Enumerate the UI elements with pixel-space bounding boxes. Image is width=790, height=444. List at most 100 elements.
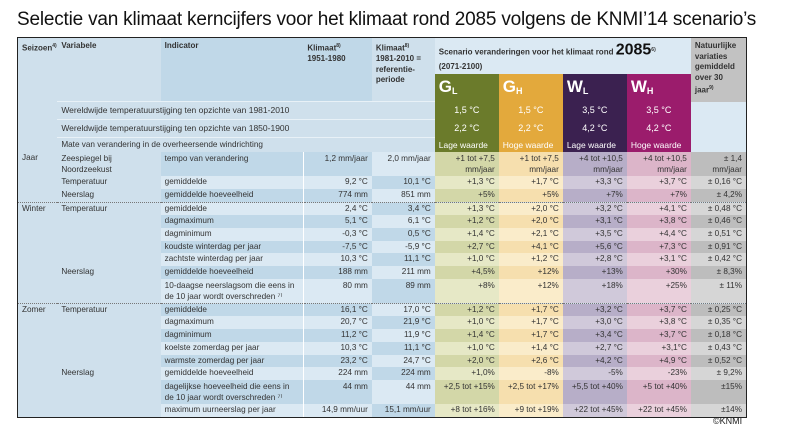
cell-wl: +22 tot +45% (562, 404, 627, 417)
cell-wl: +4,2 °C (562, 354, 627, 368)
cell-wh: +4,4 °C (626, 227, 691, 241)
cell-wh: +3,1°C (626, 341, 691, 355)
cell-indicator: gemiddelde (160, 201, 304, 216)
cell-indicator: gemiddelde hoeveelheid (160, 266, 304, 279)
cell-k2: 224 mm (371, 367, 435, 380)
cell-gh: +2,1 °C (498, 227, 563, 241)
cell-gl: +1,0 °C (434, 253, 499, 267)
cell-nat: ± 0,91 °C (690, 240, 746, 254)
global-value-gh: 2,2 °C (498, 119, 563, 138)
global-row: Wereldwijde temperatuurstijging ten opzi… (18, 119, 746, 138)
cell-variable (57, 316, 161, 330)
cell-nat: ± 0,43 °C (690, 341, 746, 355)
cell-indicator: dagmaximum (160, 316, 304, 330)
cell-k2: 15,1 mm/uur (371, 404, 435, 417)
cell-season (18, 367, 58, 380)
cell-gh: +9 tot +19% (498, 404, 563, 417)
cell-k1: 2,4 °C (303, 201, 372, 216)
cell-wl: +3,3 °C (562, 176, 627, 189)
cell-k2: 0,5 °C (371, 227, 435, 241)
cell-gl: +2,5 tot +15% (434, 380, 499, 404)
cell-wh: +4 tot +10,5 mm/jaar (626, 152, 691, 177)
cell-gh: +2,5 tot +17% (498, 380, 563, 404)
cell-k1: 80 mm (303, 278, 372, 304)
scenario-period: (2071-2100) (438, 61, 483, 71)
cell-season (18, 188, 58, 203)
cell-variable: Neerslag (57, 367, 161, 380)
cell-gl: +1,2 °C (434, 215, 499, 228)
cell-k2: 2,0 mm/jaar (371, 152, 435, 177)
cell-gl: +4,5% (434, 266, 499, 279)
cell-nat: ± 0,35 °C (690, 316, 746, 330)
cell-wh: +25% (626, 278, 691, 304)
cell-season: Winter (18, 201, 58, 216)
table-row: koelste zomerdag per jaar 10,3 °C 11,1 °C +… (18, 341, 746, 355)
global-value-gl: 2,2 °C (434, 119, 499, 138)
cell-k1: -0,3 °C (303, 227, 372, 241)
header-klimaat-1951: Klimaat8) 1951-1980 (303, 38, 372, 102)
cell-indicator: dagmaximum (160, 215, 304, 228)
header-klimaat-1981: Klimaat8) 1981-2010 = referentie-periode (371, 38, 435, 102)
scenario-gh: GH (498, 73, 563, 102)
page-title: Selectie van klimaat kerncijfers voor he… (17, 9, 757, 30)
cell-variable: Temperatuur (57, 201, 161, 216)
table-row: Neerslag gemiddelde hoeveelheid 774 mm 851 … (18, 188, 746, 203)
global-row-label: Wereldwijde temperatuurstijging ten opzi… (57, 101, 435, 120)
scenario-gl: GL (434, 73, 499, 102)
cell-variable (57, 380, 161, 404)
cell-gh: +12% (498, 266, 563, 279)
global-value-wh: Hoge waarde (626, 137, 691, 153)
cell-k1: 10,3 °C (303, 341, 372, 355)
climate-table: Seizoen4) Variabele Indicator Klimaat8) 1… (17, 37, 747, 418)
cell-variable: Neerslag (57, 188, 161, 203)
cell-season (18, 341, 58, 355)
cell-season (18, 329, 58, 342)
cell-gh: +5% (498, 188, 563, 203)
cell-gh: +2,6 °C (498, 354, 563, 368)
cell-gh: +12% (498, 278, 563, 304)
global-value-gh: Hoge waarde (498, 137, 563, 153)
table-row: dagelijkse hoeveelheid die eens in de 10… (18, 380, 746, 404)
cell-nat: ± 0,48 °C (690, 201, 746, 216)
table-row: zachtste winterdag per jaar 10,3 °C 11,1 °… (18, 253, 746, 267)
header-scenario: Scenario veranderingen voor het klimaat … (434, 38, 691, 74)
cell-wl: +5,6 °C (562, 240, 627, 254)
cell-season: Jaar (18, 152, 58, 177)
cell-wl: +5,5 tot +40% (562, 380, 627, 404)
cell-nat: ± 0,18 °C (690, 329, 746, 342)
cell-season (18, 215, 58, 228)
global-row: Wereldwijde temperatuurstijging ten opzi… (18, 101, 746, 120)
cell-variable (57, 240, 161, 254)
table-row: Jaar Zeespiegel bij Noordzeekust tempo van… (18, 152, 746, 177)
cell-variable (57, 341, 161, 355)
cell-wl: +3,2 °C (562, 201, 627, 216)
cell-variable (57, 329, 161, 342)
cell-wh: +7% (626, 188, 691, 203)
global-value-gl: Lage waarde (434, 137, 499, 153)
global-row: Mate van verandering in de overheersende… (18, 137, 746, 153)
cell-gl: +1,0 °C (434, 316, 499, 330)
cell-k1: 188 mm (303, 266, 372, 279)
cell-gl: +1,4 °C (434, 227, 499, 241)
cell-k1: 14,9 mm/uur (303, 404, 372, 417)
table-row: dagminimum -0,3 °C 0,5 °C +1,4 °C +2,1 °C +3,… (18, 227, 746, 241)
table-row: dagminimum 11,2 °C 11,9 °C +1,4 °C +1,7 °C +3… (18, 329, 746, 342)
cell-k2: 24,7 °C (371, 354, 435, 368)
global-value-wl: 4,2 °C (562, 119, 627, 138)
copyright: ©KNMI (713, 416, 743, 426)
table-row: Temperatuur gemiddelde 9,2 °C 10,1 °C +1,3 °… (18, 176, 746, 189)
global-value-wh: 3,5 °C (626, 101, 691, 120)
cell-k1: 5,1 °C (303, 215, 372, 228)
cell-variable: Temperatuur (57, 176, 161, 189)
cell-wh: +3,7 °C (626, 302, 691, 317)
cell-variable (57, 278, 161, 304)
cell-nat: ± 0,52 °C (690, 354, 746, 368)
table-row: Winter Temperatuur gemiddelde 2,4 °C 3,4 °C +… (18, 201, 746, 216)
cell-season (18, 404, 58, 417)
cell-gh: +2,0 °C (498, 201, 563, 216)
cell-indicator: gemiddelde (160, 176, 304, 189)
table-row: maximum uurneerslag per jaar 14,9 mm/uur 1… (18, 404, 746, 417)
cell-season: Zomer (18, 302, 58, 317)
cell-nat: ± 0,51 °C (690, 227, 746, 241)
cell-k1: 44 mm (303, 380, 372, 404)
